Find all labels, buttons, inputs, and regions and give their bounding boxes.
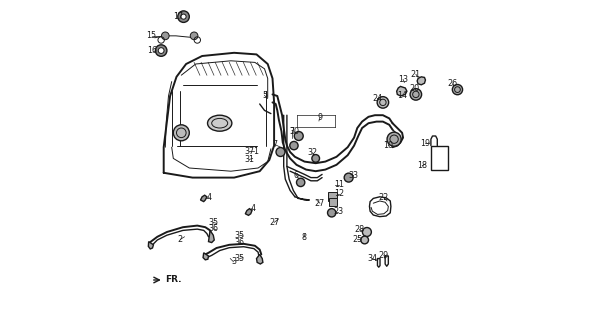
Text: 19: 19	[420, 139, 431, 148]
Text: 7: 7	[272, 140, 278, 149]
Polygon shape	[256, 254, 263, 264]
Polygon shape	[417, 77, 426, 85]
Circle shape	[344, 173, 353, 182]
Text: 32: 32	[308, 148, 317, 157]
Text: 16: 16	[147, 46, 158, 55]
Text: 10: 10	[383, 141, 393, 150]
Polygon shape	[245, 209, 252, 215]
Text: 1: 1	[253, 147, 258, 156]
Text: 35: 35	[235, 231, 245, 240]
Circle shape	[158, 48, 164, 53]
Text: 4: 4	[250, 204, 255, 213]
Text: 12: 12	[334, 189, 344, 198]
Circle shape	[190, 32, 198, 40]
Text: 35: 35	[208, 218, 219, 227]
Text: 35: 35	[235, 254, 245, 263]
Text: 27: 27	[269, 218, 279, 227]
Polygon shape	[203, 253, 208, 260]
Circle shape	[290, 141, 298, 150]
Bar	[329, 198, 337, 206]
Polygon shape	[208, 230, 214, 243]
Text: 17: 17	[173, 12, 183, 21]
Circle shape	[297, 178, 305, 187]
Text: 30: 30	[289, 127, 299, 136]
Text: 6: 6	[294, 171, 299, 180]
Text: 36: 36	[208, 224, 218, 233]
Text: 3: 3	[231, 257, 236, 266]
Text: 8: 8	[301, 233, 306, 242]
Text: 33: 33	[348, 171, 358, 180]
Text: 5: 5	[262, 91, 267, 100]
Text: 28: 28	[354, 225, 365, 234]
Text: 31: 31	[244, 155, 255, 164]
Text: 15: 15	[147, 31, 157, 40]
Text: 9: 9	[317, 113, 322, 122]
Text: 37: 37	[244, 147, 255, 156]
Circle shape	[377, 97, 389, 108]
Circle shape	[361, 236, 368, 244]
Text: 20: 20	[409, 84, 419, 93]
Circle shape	[155, 45, 167, 56]
Text: 21: 21	[411, 70, 421, 79]
Bar	[328, 192, 337, 201]
Circle shape	[387, 132, 401, 146]
Circle shape	[410, 89, 421, 100]
Circle shape	[161, 32, 169, 40]
Circle shape	[362, 228, 371, 236]
Circle shape	[174, 125, 189, 141]
Ellipse shape	[208, 115, 232, 131]
Circle shape	[328, 209, 336, 217]
Text: 18: 18	[417, 161, 428, 170]
Polygon shape	[149, 242, 153, 249]
Circle shape	[294, 132, 303, 140]
Text: 29: 29	[379, 251, 389, 260]
Text: 14: 14	[397, 91, 407, 100]
Circle shape	[312, 155, 320, 162]
Text: 26: 26	[447, 79, 457, 88]
Text: 24: 24	[372, 94, 382, 103]
Circle shape	[276, 148, 285, 156]
Circle shape	[452, 84, 463, 95]
Text: 13: 13	[398, 75, 408, 84]
Text: 4: 4	[206, 193, 212, 202]
Polygon shape	[396, 86, 407, 96]
Circle shape	[178, 11, 189, 22]
Text: 36: 36	[235, 238, 245, 247]
Polygon shape	[200, 195, 207, 202]
Bar	[431, 146, 448, 170]
Circle shape	[181, 14, 186, 19]
Text: 11: 11	[334, 180, 344, 189]
Text: FR.: FR.	[165, 276, 181, 284]
Text: 23: 23	[333, 207, 343, 216]
Text: 2: 2	[178, 235, 183, 244]
Text: 7: 7	[290, 127, 295, 136]
Text: 34: 34	[367, 254, 378, 263]
Text: 22: 22	[379, 193, 389, 202]
Text: 27: 27	[315, 199, 325, 208]
Text: 25: 25	[352, 235, 362, 244]
